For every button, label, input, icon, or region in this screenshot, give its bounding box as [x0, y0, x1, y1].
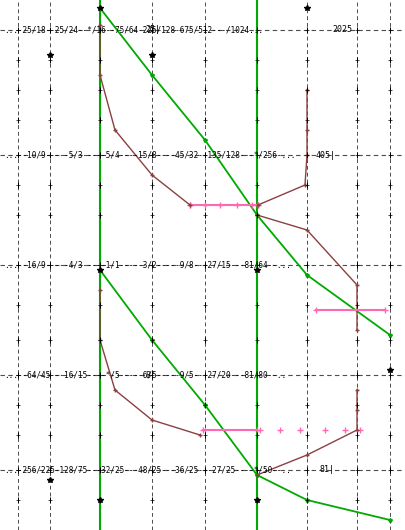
Text: 25|: 25|	[146, 25, 161, 34]
Text: ...--16/9-----4/3-----1/1-----3/2-----9/8---27/15---81/64--...: ...--16/9-----4/3-----1/1-----3/2-----9/…	[4, 261, 291, 269]
Text: 405|: 405|	[316, 151, 336, 160]
Text: ...-25/18--25/24--*/16--75/64-225/128-675/512---/1024...: ...-25/18--25/24--*/16--75/64-225/128-67…	[4, 25, 263, 34]
Text: 2025: 2025	[332, 25, 352, 34]
Text: 81|: 81|	[320, 465, 335, 474]
Text: ...-256/225-128/75---32/25---48/25---36/25---27/25----*/50--..: ...-256/225-128/75---32/25---48/25---36/…	[4, 465, 291, 474]
Text: 8|: 8|	[146, 370, 156, 379]
Text: ...--64/45---16/15----*/5-----6/5-----9/5---27/20---81/80--..: ...--64/45---16/15----*/5-----6/5-----9/…	[4, 370, 286, 379]
Text: ...--10/9-----5/3-----5/4----15/8----45/32--135/128---*/256-...: ...--10/9-----5/3-----5/4----15/8----45/…	[4, 151, 295, 160]
